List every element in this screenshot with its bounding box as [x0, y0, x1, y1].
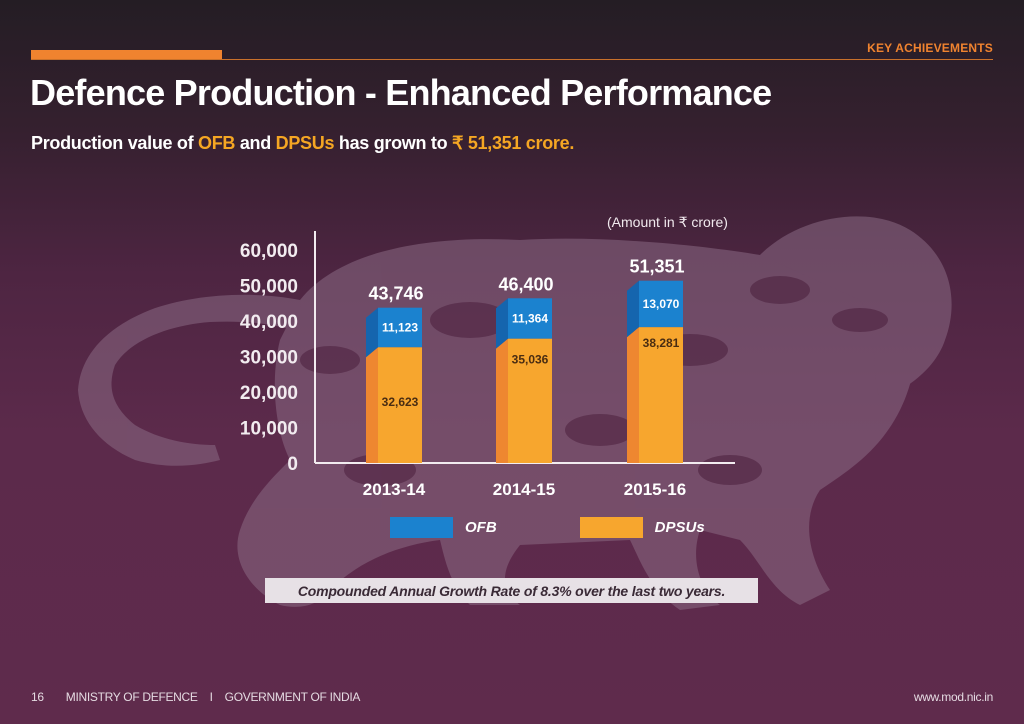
bar-total-label: 51,351	[629, 257, 684, 277]
page-number: 16	[31, 690, 44, 704]
y-tick-label: 20,000	[240, 383, 298, 404]
page-title: Defence Production - Enhanced Performanc…	[30, 72, 772, 113]
bar-ofb-side	[496, 298, 508, 349]
y-tick-label: 50,000	[240, 277, 298, 298]
bar-total-label: 43,746	[368, 284, 423, 304]
y-tick-label: 10,000	[240, 419, 298, 440]
header-accent-bar	[31, 50, 222, 59]
legend-swatch-ofb	[390, 516, 453, 538]
chart-unit-note: (Amount in ₹ crore)	[607, 214, 728, 230]
subtitle-ofb: OFB	[198, 133, 236, 153]
y-tick-label: 0	[287, 454, 298, 475]
bar-group-2013-14: 11,123 32,623 43,746	[366, 284, 424, 463]
cagr-note: Compounded Annual Growth Rate of 8.3% ov…	[265, 578, 758, 603]
legend-swatch-dpsus	[579, 516, 643, 538]
bar-group-2014-15: 11,364 35,036 46,400	[496, 274, 554, 463]
bar-group-2015-16: 13,070 38,281 51,351	[627, 257, 685, 463]
bar-ofb-side	[366, 307, 378, 358]
footer-website-link[interactable]: www.mod.nic.in	[913, 690, 993, 704]
subtitle-text-1: Production value of	[31, 133, 199, 153]
y-axis-ticks: 0 10,000 20,000 30,000 40,000 50,000 60,000	[240, 241, 298, 475]
subtitle-amount: ₹ 51,351 crore.	[451, 133, 575, 153]
bar-dpsus	[378, 347, 422, 463]
x-axis-labels: 2013-14 2014-15 2015-16	[363, 480, 686, 499]
x-tick-label: 2013-14	[363, 480, 426, 499]
bar-ofb	[508, 298, 552, 339]
legend-label-ofb: OFB	[465, 518, 497, 536]
y-tick-label: 30,000	[240, 348, 298, 369]
bar-dpsus	[639, 327, 683, 463]
subtitle-dpsus: DPSUs	[275, 133, 335, 153]
bar-ofb	[639, 280, 683, 328]
legend-label-dpsus: DPSUs	[654, 518, 705, 536]
footer-government: GOVERNMENT OF INDIA	[224, 690, 361, 704]
section-label: KEY ACHIEVEMENTS	[867, 41, 993, 55]
subtitle-text-2: and	[235, 133, 276, 153]
bar-total-label: 46,400	[498, 274, 553, 294]
x-tick-label: 2015-16	[624, 480, 686, 499]
subtitle: Production value of OFB and DPSUs has gr…	[31, 133, 574, 154]
bar-label-ofb: 13,070	[643, 297, 680, 311]
subtitle-text-3: has grown to	[334, 133, 452, 153]
header-divider	[31, 59, 993, 60]
bar-dpsus	[508, 338, 552, 463]
footer-left: 16 MINISTRY OF DEFENCE I GOVERNMENT OF INDI…	[31, 690, 382, 704]
bar-label-dpsus: 35,036	[512, 353, 549, 367]
bar-ofb	[378, 307, 422, 348]
bar-label-ofb: 11,364	[512, 311, 548, 325]
bar-dpsus-side	[627, 327, 639, 463]
chart-bars: 11,123 32,623 43,746 11,364 35,036 46,400 13,0…	[366, 257, 685, 463]
bar-label-dpsus: 38,281	[643, 336, 680, 350]
bar-dpsus-side	[366, 347, 378, 463]
y-tick-label: 60,000	[240, 241, 298, 262]
footer-ministry: MINISTRY OF DEFENCE	[65, 690, 198, 704]
bar-label-ofb: 11,123	[382, 320, 418, 334]
bar-dpsus-side	[496, 338, 508, 463]
chart-legend: OFB DPSUs	[390, 516, 788, 538]
x-tick-label: 2014-15	[493, 480, 555, 499]
y-tick-label: 40,000	[240, 312, 298, 333]
bar-ofb-side	[627, 280, 639, 338]
footer-separator: I	[209, 690, 213, 704]
bar-label-dpsus: 32,623	[382, 395, 419, 409]
